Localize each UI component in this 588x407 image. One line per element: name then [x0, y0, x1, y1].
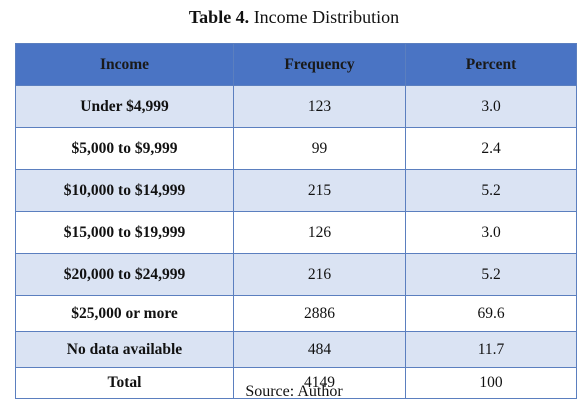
table-total-row: Total 4149 100: [15, 367, 577, 399]
table-row: $15,000 to $19,999 126 3.0: [15, 211, 577, 254]
frequency-cell: 215: [233, 169, 406, 212]
table-row: $10,000 to $14,999 215 5.2: [15, 169, 577, 212]
percent-cell: 5.2: [405, 169, 577, 212]
income-cell: $20,000 to $24,999: [15, 253, 234, 296]
income-cell: Under $4,999: [15, 85, 234, 128]
percent-cell: 3.0: [405, 85, 577, 128]
frequency-cell: 126: [233, 211, 406, 254]
table-caption: Table 4. Income Distribution: [0, 6, 588, 28]
column-header-frequency: Frequency: [233, 43, 406, 86]
frequency-cell: 484: [233, 331, 406, 368]
income-cell: $10,000 to $14,999: [15, 169, 234, 212]
table-row: No data available 484 11.7: [15, 331, 577, 368]
table-caption-title: Income Distribution: [253, 7, 400, 27]
table-caption-label: Table 4.: [188, 7, 250, 27]
percent-cell: 2.4: [405, 127, 577, 170]
income-cell: $15,000 to $19,999: [15, 211, 234, 254]
table-header-row: Income Frequency Percent: [15, 43, 577, 86]
column-header-income: Income: [15, 43, 234, 86]
income-cell: $25,000 or more: [15, 295, 234, 332]
table-row: $25,000 or more 2886 69.6: [15, 295, 577, 332]
percent-cell: 5.2: [405, 253, 577, 296]
frequency-cell: 216: [233, 253, 406, 296]
frequency-cell: 123: [233, 85, 406, 128]
frequency-cell: 99: [233, 127, 406, 170]
frequency-cell: 2886: [233, 295, 406, 332]
table-row: $5,000 to $9,999 99 2.4: [15, 127, 577, 170]
table-row: Under $4,999 123 3.0: [15, 85, 577, 128]
column-header-percent: Percent: [405, 43, 577, 86]
percent-cell: 100: [405, 367, 577, 399]
percent-cell: 3.0: [405, 211, 577, 254]
income-cell: $5,000 to $9,999: [15, 127, 234, 170]
source-note: Source: Author: [245, 383, 343, 400]
income-distribution-table: Income Frequency Percent Under $4,999 12…: [15, 43, 577, 399]
table-row: $20,000 to $24,999 216 5.2: [15, 253, 577, 296]
income-cell: Total: [15, 367, 234, 399]
percent-cell: 11.7: [405, 331, 577, 368]
percent-cell: 69.6: [405, 295, 577, 332]
income-cell: No data available: [15, 331, 234, 368]
